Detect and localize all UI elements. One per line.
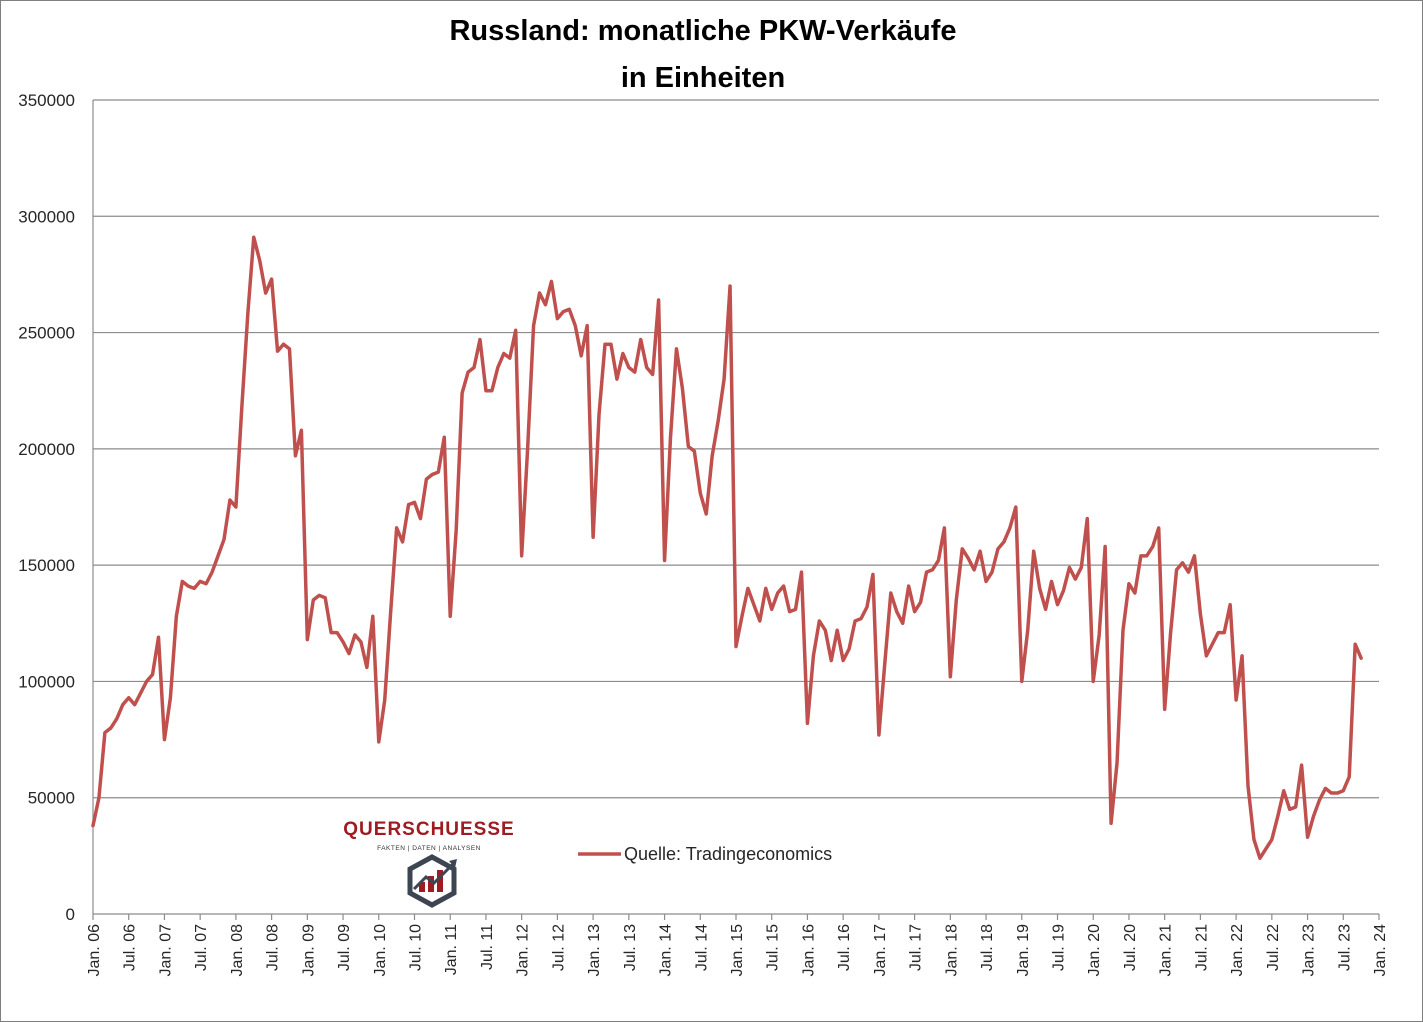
x-tick-label: Jul. 16 [836, 924, 853, 971]
x-tick-label: Jul. 17 [908, 924, 925, 971]
y-tick-label: 150000 [18, 556, 75, 575]
x-tick-label: Jan. 08 [229, 924, 246, 977]
x-tick-label: Jan. 09 [300, 924, 317, 977]
series-line [91, 235, 1363, 860]
querschuesse-logo: QUERSCHUESSE FAKTEN | DATEN | ANALYSEN [343, 819, 514, 908]
logo-title: QUERSCHUESSE [343, 819, 514, 840]
x-tick-label: Jul. 12 [550, 924, 567, 971]
x-tick-label: Jan. 14 [658, 924, 675, 977]
gridlines [93, 99, 1379, 799]
x-tick-label: Jan. 06 [86, 924, 103, 977]
y-tick-label: 0 [66, 905, 75, 924]
x-tick-label: Jul. 06 [122, 924, 139, 971]
x-tick-label: Jul. 22 [1265, 924, 1282, 971]
x-tick-label: Jan. 24 [1372, 924, 1389, 977]
x-tick-label: Jan. 20 [1086, 924, 1103, 977]
chart-subtitle: in Einheiten [621, 62, 785, 94]
y-tick-label: 200000 [18, 440, 75, 459]
x-tick-label: Jul. 09 [336, 924, 353, 971]
x-tick-label: Jan. 13 [586, 924, 603, 977]
y-tick-label: 350000 [18, 91, 75, 110]
x-tick-label: Jul. 19 [1051, 924, 1068, 971]
x-tick-label: Jul. 15 [765, 924, 782, 971]
logo-tagline: FAKTEN | DATEN | ANALYSEN [377, 845, 481, 852]
x-tick-label: Jan. 16 [800, 924, 817, 977]
x-tick-label: Jan. 18 [943, 924, 960, 977]
series-lines [91, 235, 1363, 860]
x-tick-label: Jul. 13 [622, 924, 639, 971]
x-axis-ticks: Jan. 06 Jul. 06 Jan. 07 Jul. 07 Jan. 08 Jul. … [86, 914, 1389, 976]
x-tick-label: Jul. 18 [979, 924, 996, 971]
y-tick-label: 250000 [18, 324, 75, 343]
x-tick-label: Jan. 21 [1158, 924, 1175, 977]
x-tick-label: Jan. 07 [157, 924, 174, 977]
x-tick-label: Jan. 19 [1015, 924, 1032, 977]
legend: Quelle: Tradingeconomics [578, 844, 832, 864]
legend-label: Quelle: Tradingeconomics [624, 844, 832, 864]
x-tick-label: Jan. 10 [372, 924, 389, 977]
x-tick-label: Jul. 07 [193, 924, 210, 971]
x-tick-label: Jan. 15 [729, 924, 746, 977]
chart-title: Russland: monatliche PKW-Verkäufe [449, 15, 956, 47]
y-tick-label: 50000 [28, 789, 75, 808]
x-tick-label: Jan. 11 [443, 924, 460, 975]
y-tick-label: 300000 [18, 207, 75, 226]
y-tick-label: 100000 [18, 672, 75, 691]
chart-up-icon [407, 854, 457, 908]
x-tick-label: Jul. 23 [1336, 924, 1353, 971]
y-axis-ticks: 0 50000 100000 150000 200000 250000 300000 3500… [18, 91, 75, 924]
x-tick-label: Jul. 20 [1122, 924, 1139, 971]
x-tick-label: Jul. 14 [693, 924, 710, 971]
x-tick-label: Jul. 21 [1193, 924, 1210, 971]
x-tick-label: Jan. 22 [1229, 924, 1246, 977]
x-tick-label: Jan. 17 [872, 924, 889, 977]
x-tick-label: Jul. 11 [479, 924, 496, 970]
x-tick-label: Jul. 10 [408, 924, 425, 971]
x-tick-label: Jan. 23 [1301, 924, 1318, 977]
axes [92, 100, 1379, 915]
x-tick-label: Jul. 08 [265, 924, 282, 971]
x-tick-label: Jan. 12 [515, 924, 532, 977]
